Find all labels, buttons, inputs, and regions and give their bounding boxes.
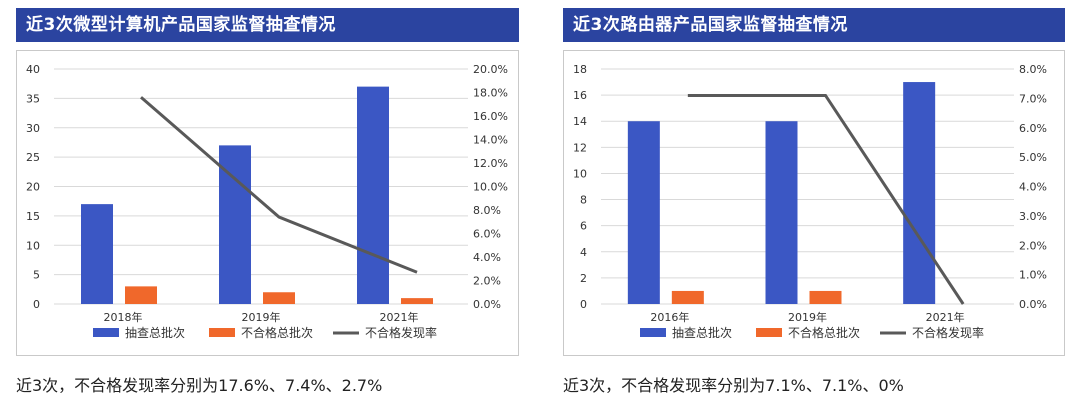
y-tick-label-right: 16.0%	[473, 110, 508, 123]
y-tick-label-right: 4.0%	[473, 251, 501, 264]
y-tick-label-left: 6	[580, 220, 587, 233]
bar-total-1	[765, 121, 798, 304]
legend-swatch-0	[93, 328, 119, 337]
bar-fail-2	[401, 298, 433, 304]
y-tick-label-left: 25	[26, 151, 40, 164]
y-tick-label-left: 4	[580, 246, 587, 259]
legend-label-2: 不合格发现率	[912, 325, 984, 340]
x-tick-label: 2018年	[104, 310, 143, 324]
y-tick-label-left: 18	[573, 63, 587, 76]
y-tick-label-right: 8.0%	[473, 204, 501, 217]
y-tick-label-right: 3.0%	[1019, 210, 1047, 223]
legend-swatch-0	[640, 328, 666, 337]
legend-label-1: 不合格总批次	[241, 325, 313, 340]
bar-total-2	[357, 86, 389, 304]
y-tick-label-right: 10.0%	[473, 181, 508, 194]
y-tick-label-right: 12.0%	[473, 157, 508, 170]
y-tick-label-left: 0	[33, 298, 40, 311]
y-tick-label-right: 14.0%	[473, 134, 508, 147]
y-tick-label-right: 18.0%	[473, 87, 508, 100]
y-tick-label-right: 6.0%	[473, 228, 501, 241]
y-tick-label-left: 0	[580, 298, 587, 311]
bar-fail-0	[671, 290, 704, 304]
series-line-rate	[687, 93, 965, 305]
bar-fail-1	[263, 292, 295, 304]
y-tick-label-left: 40	[26, 63, 40, 76]
caption-computer: 近3次，不合格发现率分别为17.6%、7.4%、2.7%	[16, 376, 383, 395]
y-tick-label-right: 5.0%	[1019, 151, 1047, 164]
y-tick-label-left: 30	[26, 122, 40, 135]
y-tick-label-left: 20	[26, 181, 40, 194]
x-tick-label: 2019年	[242, 310, 281, 324]
chart-title: 近3次路由器产品国家监督抽查情况	[563, 8, 1065, 42]
y-tick-label-left: 5	[33, 269, 40, 282]
bar-fail-1	[809, 290, 842, 304]
legend-label-2: 不合格发现率	[365, 325, 437, 340]
y-tick-label-left: 35	[26, 92, 40, 105]
y-tick-label-right: 7.0%	[1019, 92, 1047, 105]
legend-swatch-1	[756, 328, 782, 337]
y-tick-label-right: 1.0%	[1019, 269, 1047, 282]
x-tick-label: 2016年	[650, 310, 689, 324]
x-tick-label: 2021年	[926, 310, 965, 324]
series-line-rate	[140, 96, 418, 274]
chart-svg-computer: 0 5 10 15 20 25 30 35 40 0.0% 2.0% 4.0% 6.0% 8.0% 10.0…	[26, 63, 508, 340]
y-tick-label-right: 2.0%	[473, 275, 501, 288]
legend-label-1: 不合格总批次	[788, 325, 860, 340]
chart-area: 0 5 10 15 20 25 30 35 40 0.0% 2.0% 4.0% 6.0% 8.0% 10.0…	[16, 50, 519, 356]
y-tick-label-right: 8.0%	[1019, 63, 1047, 76]
legend-label-0: 抽查总批次	[672, 325, 732, 340]
y-tick-label-left: 12	[573, 141, 587, 154]
bar-fail-0	[125, 286, 157, 304]
chart-panel-computer: 近3次微型计算机产品国家监督抽查情况 0 5 10 15 20 25 30 35 40 0.0% 2…	[16, 8, 519, 356]
y-tick-label-right: 6.0%	[1019, 122, 1047, 135]
x-tick-label: 2021年	[380, 310, 419, 324]
y-tick-label-left: 10	[573, 167, 587, 180]
y-tick-label-right: 4.0%	[1019, 181, 1047, 194]
bar-total-2	[903, 82, 936, 304]
y-tick-label-right: 0.0%	[1019, 298, 1047, 311]
chart-title: 近3次微型计算机产品国家监督抽查情况	[16, 8, 519, 42]
bar-total-0	[627, 121, 660, 304]
y-tick-label-right: 2.0%	[1019, 239, 1047, 252]
y-tick-label-left: 14	[573, 115, 587, 128]
chart-area: 0 2 4 6 8 10 12 14 16 18 0.0% 1.0% 2.0% 3.0% 4.0% 5.0% 6…	[563, 50, 1065, 356]
y-tick-label-left: 8	[580, 194, 587, 207]
legend-swatch-1	[209, 328, 235, 337]
legend-label-0: 抽查总批次	[125, 325, 185, 340]
y-tick-label-left: 2	[580, 272, 587, 285]
y-tick-label-left: 10	[26, 239, 40, 252]
y-tick-label-left: 16	[573, 89, 587, 102]
x-tick-label: 2019年	[788, 310, 827, 324]
chart-panel-router: 近3次路由器产品国家监督抽查情况 0 2 4 6 8 10 12 14 16 18 0.0% 1.0%…	[563, 8, 1065, 356]
caption-router: 近3次，不合格发现率分别为7.1%、7.1%、0%	[563, 376, 904, 395]
y-tick-label-left: 15	[26, 210, 40, 223]
y-tick-label-right: 0.0%	[473, 298, 501, 311]
bar-total-0	[81, 204, 113, 304]
chart-svg-router: 0 2 4 6 8 10 12 14 16 18 0.0% 1.0% 2.0% 3.0% 4.0% 5.0% 6…	[573, 63, 1047, 340]
y-tick-label-right: 20.0%	[473, 63, 508, 76]
bar-total-1	[219, 145, 251, 304]
